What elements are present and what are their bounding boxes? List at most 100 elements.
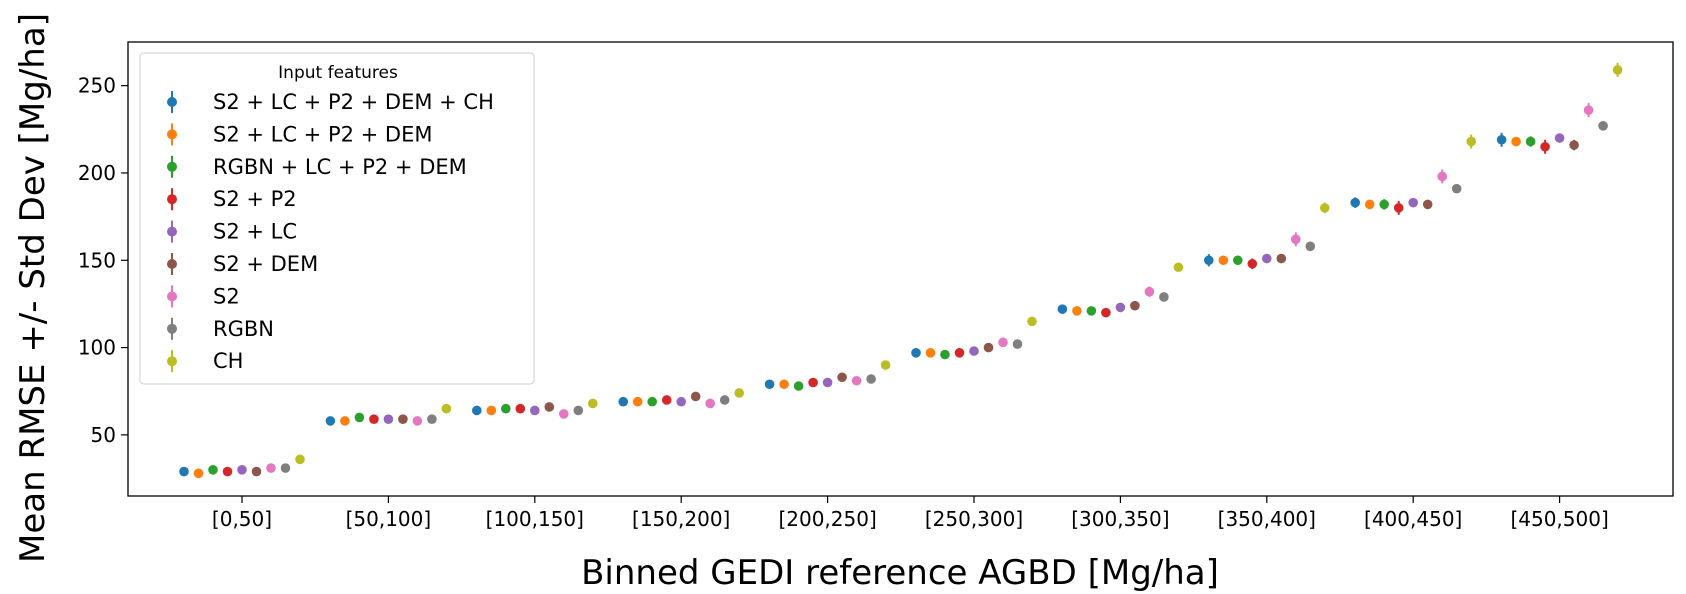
y-tick-label: 200 bbox=[78, 161, 116, 185]
data-point bbox=[1233, 255, 1243, 266]
series-group bbox=[179, 132, 1507, 477]
y-tick-label: 50 bbox=[91, 423, 116, 447]
legend-label: RGBN + LC + P2 + DEM bbox=[213, 155, 467, 179]
data-point bbox=[1540, 141, 1550, 152]
data-point bbox=[837, 372, 847, 383]
data-point bbox=[1451, 183, 1462, 194]
data-point bbox=[1598, 121, 1608, 131]
legend-marker bbox=[167, 291, 177, 302]
legend-entry: S2 + DEM bbox=[167, 252, 318, 276]
data-point bbox=[266, 463, 276, 473]
data-point bbox=[954, 348, 965, 358]
x-tick-label: [100,150] bbox=[486, 507, 584, 531]
data-point bbox=[1511, 136, 1521, 147]
data-point bbox=[1422, 199, 1433, 210]
legend-entry: CH bbox=[167, 349, 243, 373]
legend-entry: S2 bbox=[167, 284, 240, 308]
data-point bbox=[1130, 300, 1140, 311]
x-tick-label: [150,200] bbox=[632, 507, 730, 531]
legend-frame bbox=[139, 52, 535, 385]
data-point bbox=[1057, 304, 1068, 314]
data-point bbox=[1305, 241, 1316, 252]
legend-label: CH bbox=[213, 349, 243, 373]
data-point bbox=[925, 348, 936, 358]
data-point bbox=[1144, 286, 1155, 297]
data-point bbox=[1291, 234, 1301, 245]
data-point bbox=[705, 398, 715, 409]
legend-label: S2 + LC + P2 + DEM + CH bbox=[213, 90, 494, 114]
legend-title: Input features bbox=[278, 63, 398, 83]
legend-entry: RGBN bbox=[167, 317, 274, 341]
legend-entry: S2 + LC + P2 + DEM bbox=[167, 122, 432, 146]
data-point bbox=[1612, 65, 1623, 75]
legend-label: RGBN bbox=[213, 317, 274, 341]
plot-area: 50 100 150 200 250 [0,50] [50,100] [100,150] [15… bbox=[78, 41, 1674, 531]
data-point bbox=[1027, 316, 1037, 327]
data-point bbox=[208, 465, 218, 475]
data-point bbox=[1437, 171, 1447, 182]
data-point bbox=[1101, 307, 1111, 318]
data-point bbox=[647, 396, 657, 407]
legend-entry: RGBN + LC + P2 + DEM bbox=[167, 155, 467, 179]
data-point bbox=[472, 405, 482, 416]
legend-entry: S2 + LC bbox=[167, 220, 297, 244]
data-point bbox=[764, 379, 775, 390]
legend-marker bbox=[167, 323, 177, 334]
series-group bbox=[193, 136, 1521, 479]
data-point bbox=[193, 468, 204, 479]
data-point bbox=[354, 412, 365, 423]
data-point bbox=[690, 391, 701, 402]
data-point bbox=[559, 409, 569, 419]
data-point bbox=[530, 405, 540, 416]
data-point bbox=[983, 342, 994, 353]
data-point bbox=[1364, 199, 1375, 210]
legend-label: S2 bbox=[213, 284, 240, 308]
data-point bbox=[1115, 302, 1126, 313]
y-tick-label: 150 bbox=[78, 248, 116, 272]
y-tick-label: 250 bbox=[78, 74, 116, 98]
legend-entry: S2 + LC + P2 + DEM + CH bbox=[167, 90, 494, 114]
data-point bbox=[588, 398, 598, 409]
data-point bbox=[1262, 253, 1272, 264]
data-point bbox=[544, 402, 555, 412]
data-point bbox=[251, 466, 262, 477]
data-point bbox=[1393, 203, 1404, 213]
data-point bbox=[1072, 306, 1082, 316]
legend-marker bbox=[167, 356, 177, 367]
data-point bbox=[1086, 306, 1097, 316]
data-point bbox=[808, 377, 818, 388]
legend-label: S2 + LC bbox=[213, 220, 297, 244]
data-point bbox=[866, 374, 876, 384]
data-point bbox=[1554, 133, 1565, 143]
y-tick-label: 100 bbox=[78, 336, 116, 360]
data-point bbox=[383, 414, 394, 424]
legend-marker bbox=[167, 194, 177, 205]
data-point bbox=[1320, 203, 1330, 213]
data-point bbox=[1583, 105, 1594, 115]
series-group bbox=[266, 103, 1594, 473]
series-group bbox=[280, 121, 1608, 473]
x-tick-label: [450,500] bbox=[1510, 507, 1608, 531]
x-tick-label: [0,50] bbox=[212, 507, 272, 531]
data-point bbox=[1408, 197, 1418, 208]
data-point bbox=[501, 403, 511, 414]
legend-entry: S2 + P2 bbox=[167, 187, 297, 211]
legend-marker bbox=[167, 226, 177, 237]
series-group bbox=[237, 133, 1565, 475]
data-point bbox=[237, 465, 247, 475]
data-point bbox=[793, 381, 804, 391]
data-point bbox=[369, 414, 379, 424]
data-point bbox=[1173, 262, 1184, 273]
data-point bbox=[441, 403, 452, 414]
data-point bbox=[880, 360, 891, 370]
data-point bbox=[486, 405, 497, 416]
axes-frame bbox=[127, 41, 1674, 497]
data-point bbox=[1379, 199, 1389, 210]
data-point bbox=[676, 396, 686, 407]
data-point bbox=[822, 377, 833, 388]
x-tick-label: [300,350] bbox=[1071, 507, 1169, 531]
data-point bbox=[1276, 253, 1287, 264]
data-point bbox=[618, 396, 628, 407]
data-point bbox=[325, 416, 336, 426]
x-tick-label: [50,100] bbox=[346, 507, 432, 531]
